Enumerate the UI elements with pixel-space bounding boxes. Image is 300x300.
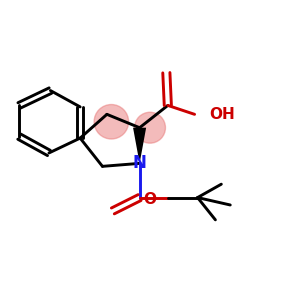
Text: N: N (133, 154, 146, 172)
Circle shape (134, 112, 166, 143)
Polygon shape (133, 128, 146, 164)
Text: OH: OH (209, 107, 235, 122)
Text: O: O (143, 191, 157, 206)
Circle shape (94, 104, 129, 139)
